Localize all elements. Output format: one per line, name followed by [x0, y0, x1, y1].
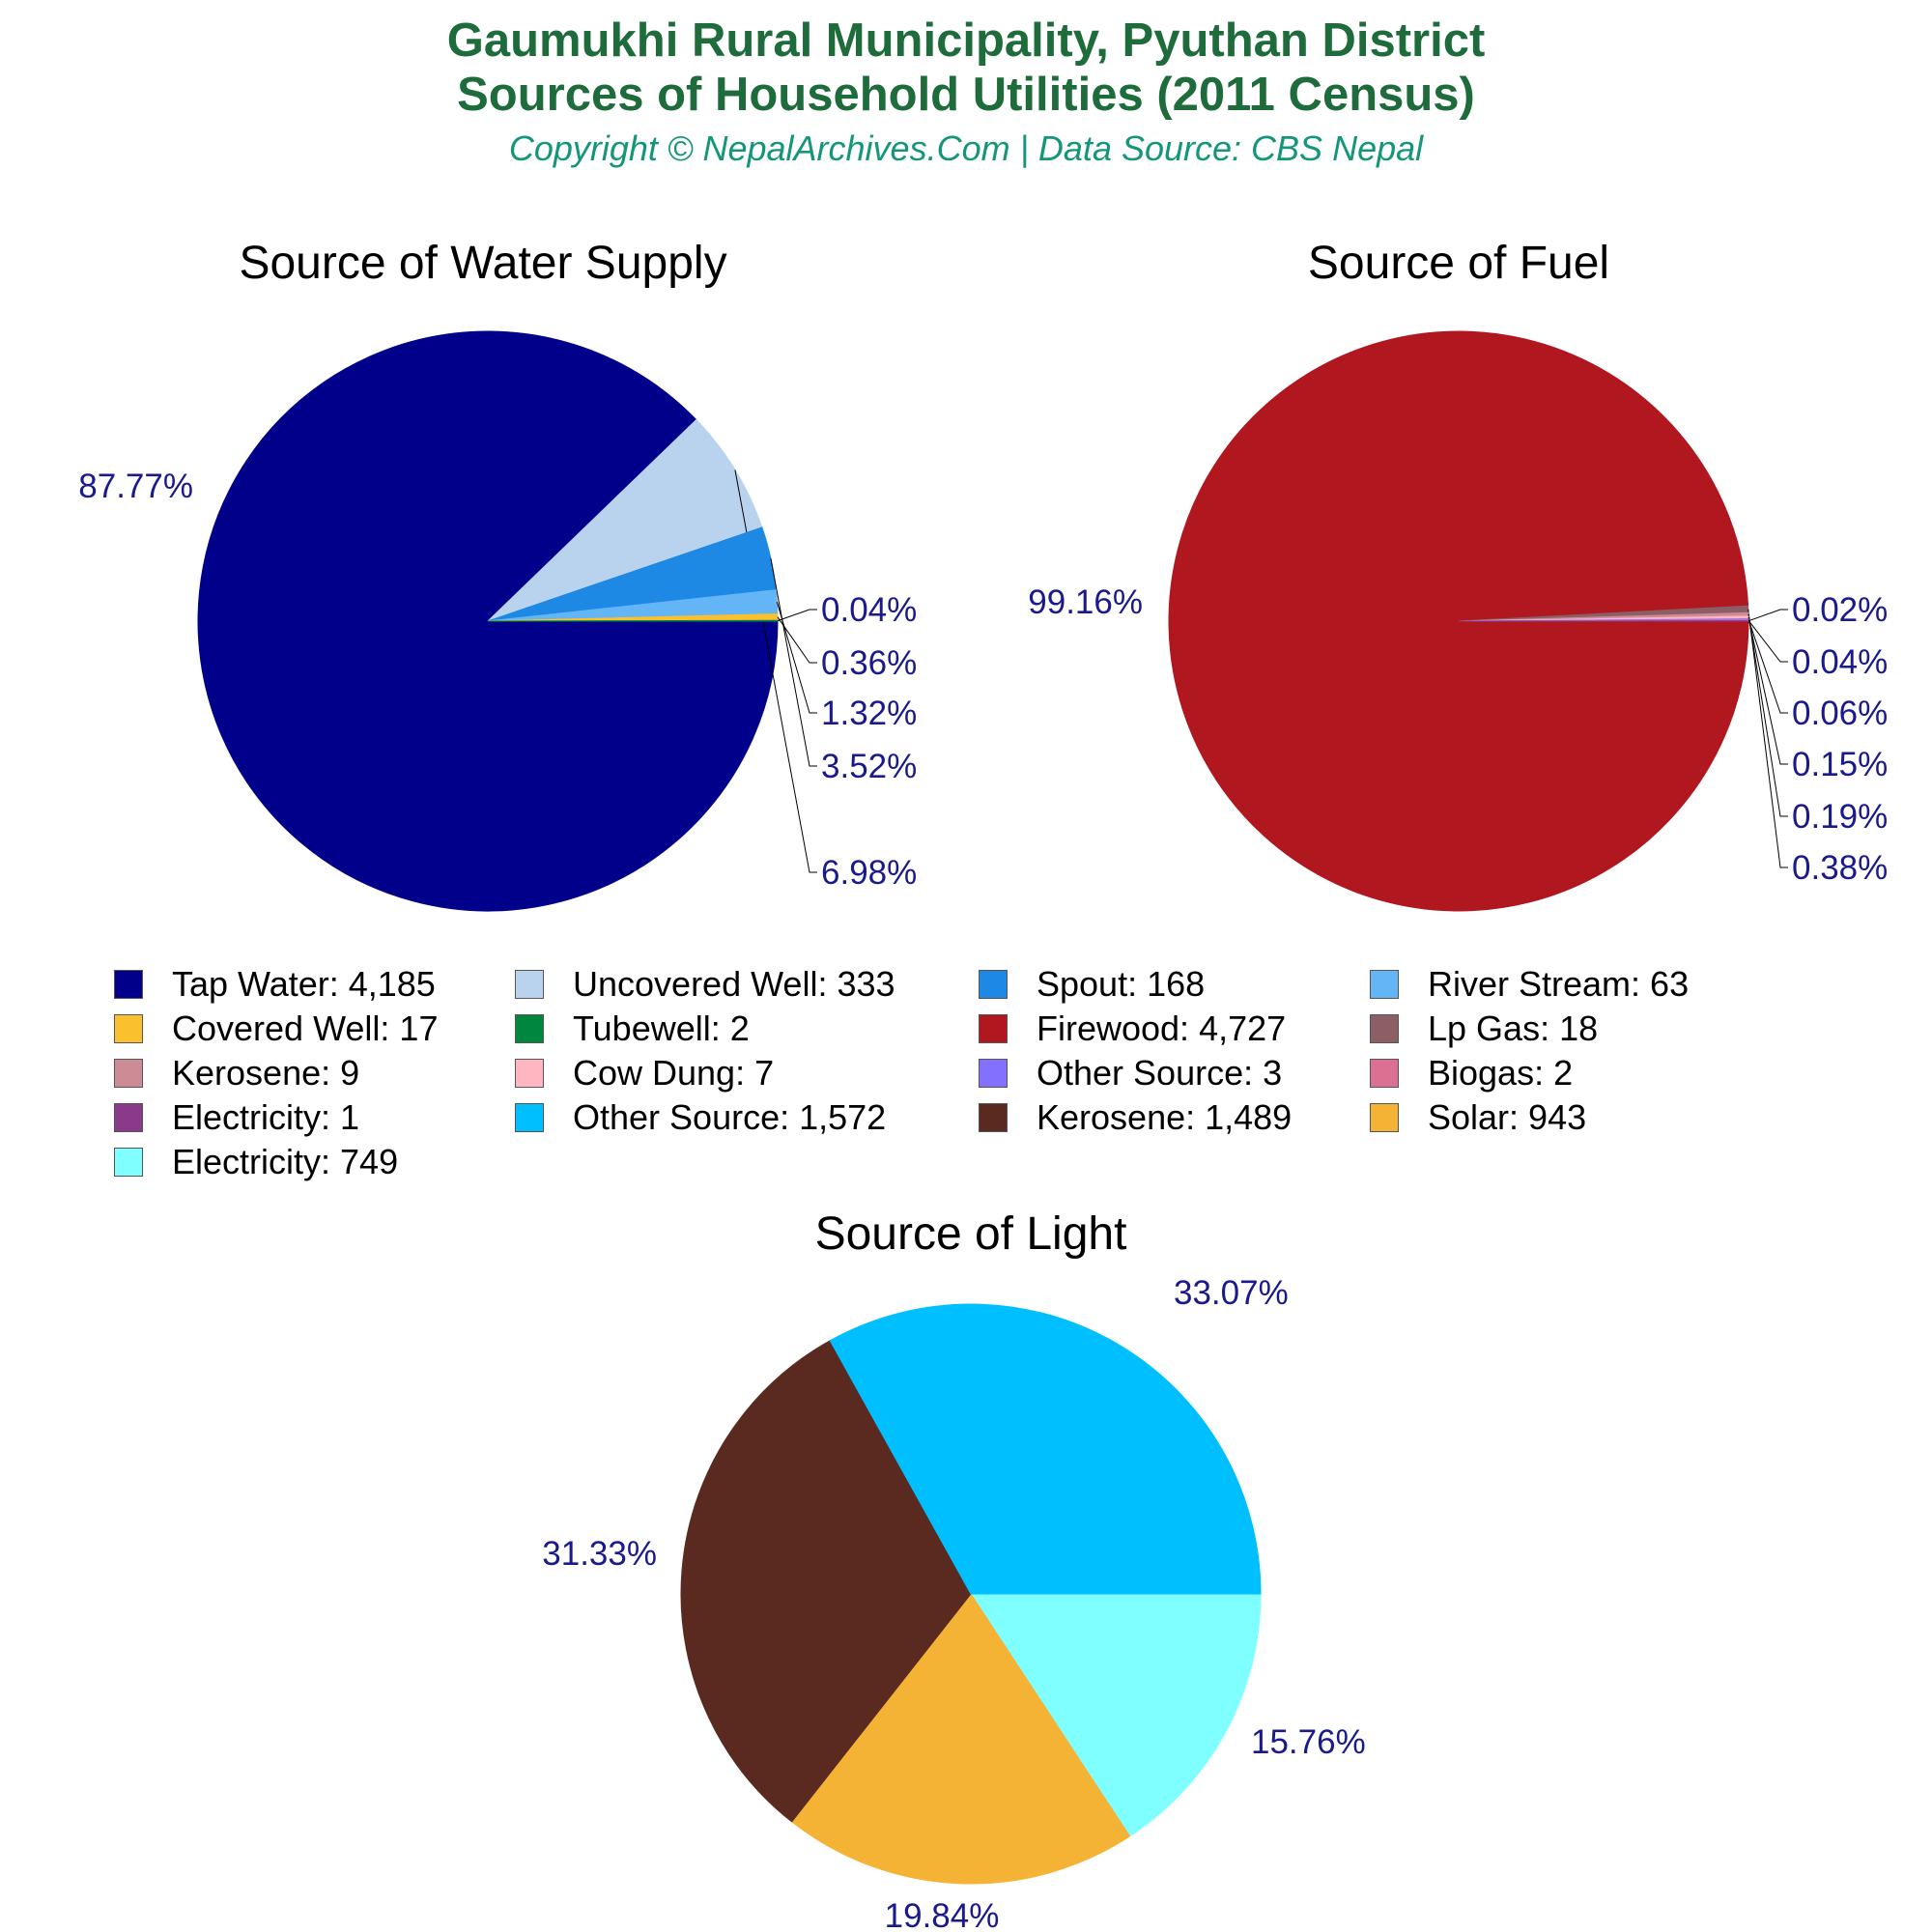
light-pct-label-electricity: 15.76%: [1251, 1723, 1366, 1761]
legend-swatch: [1370, 970, 1399, 999]
fuel-chart-title: Source of Fuel: [1307, 238, 1610, 289]
fuel-pct-label-biogas: 0.04%: [1792, 643, 1888, 681]
water-chart-title: Source of Water Supply: [239, 238, 727, 289]
legend-item: Tubewell: 2: [515, 1009, 750, 1049]
legend-label: Covered Well: 17: [172, 1009, 439, 1048]
water-pct-label-tap-water: 87.77%: [78, 468, 193, 505]
legend-item: Lp Gas: 18: [1370, 1009, 1598, 1049]
light-chart-title: Source of Light: [814, 1208, 1127, 1260]
legend-label: Kerosene: 9: [172, 1053, 360, 1093]
fuel-pct-label-cow-dung: 0.15%: [1792, 746, 1888, 783]
fuel-leader-other-source: [1747, 619, 1788, 714]
legend-swatch: [114, 1148, 143, 1177]
legend-label: Other Source: 1,572: [573, 1097, 887, 1137]
light-pct-label-kerosene: 31.33%: [542, 1535, 657, 1573]
legend-item: Biogas: 2: [1370, 1053, 1573, 1094]
water-leader-spout: [770, 557, 817, 767]
legend-label: Spout: 168: [1037, 964, 1206, 1004]
water-pct-label-spout: 3.52%: [821, 748, 917, 785]
legend-item: Tap Water: 4,185: [114, 964, 436, 1005]
water-pct-label-river-stream: 1.32%: [821, 695, 917, 732]
legend-label: Electricity: 749: [172, 1142, 399, 1181]
legend-item: Kerosene: 9: [114, 1053, 359, 1094]
legend-swatch: [1370, 1014, 1399, 1043]
legend-item: Covered Well: 17: [114, 1009, 438, 1049]
legend-item: Cow Dung: 7: [515, 1053, 774, 1094]
chart-title-line-1: Gaumukhi Rural Municipality, Pyuthan Dis…: [446, 14, 1486, 67]
legend-item: Electricity: 749: [114, 1142, 398, 1182]
legend-item: Other Source: 3: [979, 1053, 1282, 1094]
legend-label: Firewood: 4,727: [1037, 1009, 1287, 1048]
legend-label: Solar: 943: [1428, 1097, 1587, 1137]
legend-item: River Stream: 63: [1370, 964, 1689, 1005]
legend-label: Other Source: 3: [1037, 1053, 1283, 1093]
light-slice-kerosene: [680, 1340, 972, 1823]
legend-swatch: [515, 970, 544, 999]
fuel-pct-label-kerosene: 0.19%: [1792, 798, 1888, 836]
legend-swatch: [114, 970, 143, 999]
fuel-pct-label-electricity: 0.02%: [1792, 591, 1888, 629]
fuel-pct-label-firewood: 99.16%: [1028, 583, 1143, 621]
fuel-leader-kerosene: [1747, 614, 1788, 817]
legend-label: Kerosene: 1,489: [1037, 1097, 1293, 1137]
legend-item: Spout: 168: [979, 964, 1205, 1005]
fuel-leader-lp-gas: [1747, 609, 1788, 868]
legend-item: Electricity: 1: [114, 1097, 359, 1138]
light-pct-label-other-source: 33.07%: [1174, 1274, 1289, 1312]
legend-label: Tubewell: 2: [573, 1009, 750, 1048]
legend-item: Uncovered Well: 333: [515, 964, 895, 1005]
legend-label: Biogas: 2: [1428, 1053, 1574, 1093]
legend-item: Solar: 943: [1370, 1097, 1586, 1138]
legend-label: Lp Gas: 18: [1428, 1009, 1599, 1048]
light-pct-label-solar: 19.84%: [885, 1897, 1000, 1932]
light-slice-solar: [790, 1593, 1131, 1885]
water-slice-uncovered-well: [487, 418, 763, 622]
legend-swatch: [515, 1059, 544, 1088]
chart-title-line-2: Sources of Household Utilities (2011 Cen…: [457, 69, 1475, 121]
chart-header: Gaumukhi Rural Municipality, Pyuthan Dis…: [0, 14, 1932, 170]
legend-swatch: [515, 1103, 544, 1132]
light-slice-electricity: [970, 1593, 1262, 1837]
legend-item: Kerosene: 1,489: [979, 1097, 1292, 1138]
fuel-leader-biogas: [1747, 619, 1788, 663]
water-leader-covered-well: [777, 616, 817, 664]
fuel-pct-label-other-source: 0.06%: [1792, 695, 1888, 732]
fuel-leader-cow-dung: [1747, 617, 1788, 765]
legend-item: Other Source: 1,572: [515, 1097, 886, 1138]
water-pct-label-covered-well: 0.36%: [821, 644, 917, 682]
water-pct-label-tubewell: 0.04%: [821, 591, 917, 629]
legend-swatch: [114, 1103, 143, 1132]
legend-swatch: [979, 1103, 1008, 1132]
legend-label: Uncovered Well: 333: [573, 964, 895, 1004]
water-leader-tubewell: [777, 609, 817, 622]
legend-label: Tap Water: 4,185: [172, 964, 436, 1004]
fuel-leader-electricity: [1747, 609, 1788, 622]
legend-label: Cow Dung: 7: [573, 1053, 775, 1093]
legend-swatch: [979, 970, 1008, 999]
legend-swatch: [979, 1059, 1008, 1088]
legend-item: Firewood: 4,727: [979, 1009, 1286, 1049]
water-leader-river-stream: [776, 601, 817, 714]
legend-swatch: [114, 1014, 143, 1043]
legend-swatch: [979, 1014, 1008, 1043]
legend-swatch: [114, 1059, 143, 1088]
legend-label: Electricity: 1: [172, 1097, 360, 1137]
chart-subtitle: Copyright © NepalArchives.Com | Data Sou…: [508, 128, 1424, 168]
legend-swatch: [515, 1014, 544, 1043]
light-slice-other-source: [829, 1303, 1262, 1595]
legend-swatch: [1370, 1103, 1399, 1132]
water-pct-label-uncovered-well: 6.98%: [821, 854, 917, 892]
legend-label: River Stream: 63: [1428, 964, 1690, 1004]
fuel-pct-label-lp-gas: 0.38%: [1792, 849, 1888, 887]
legend-swatch: [1370, 1059, 1399, 1088]
